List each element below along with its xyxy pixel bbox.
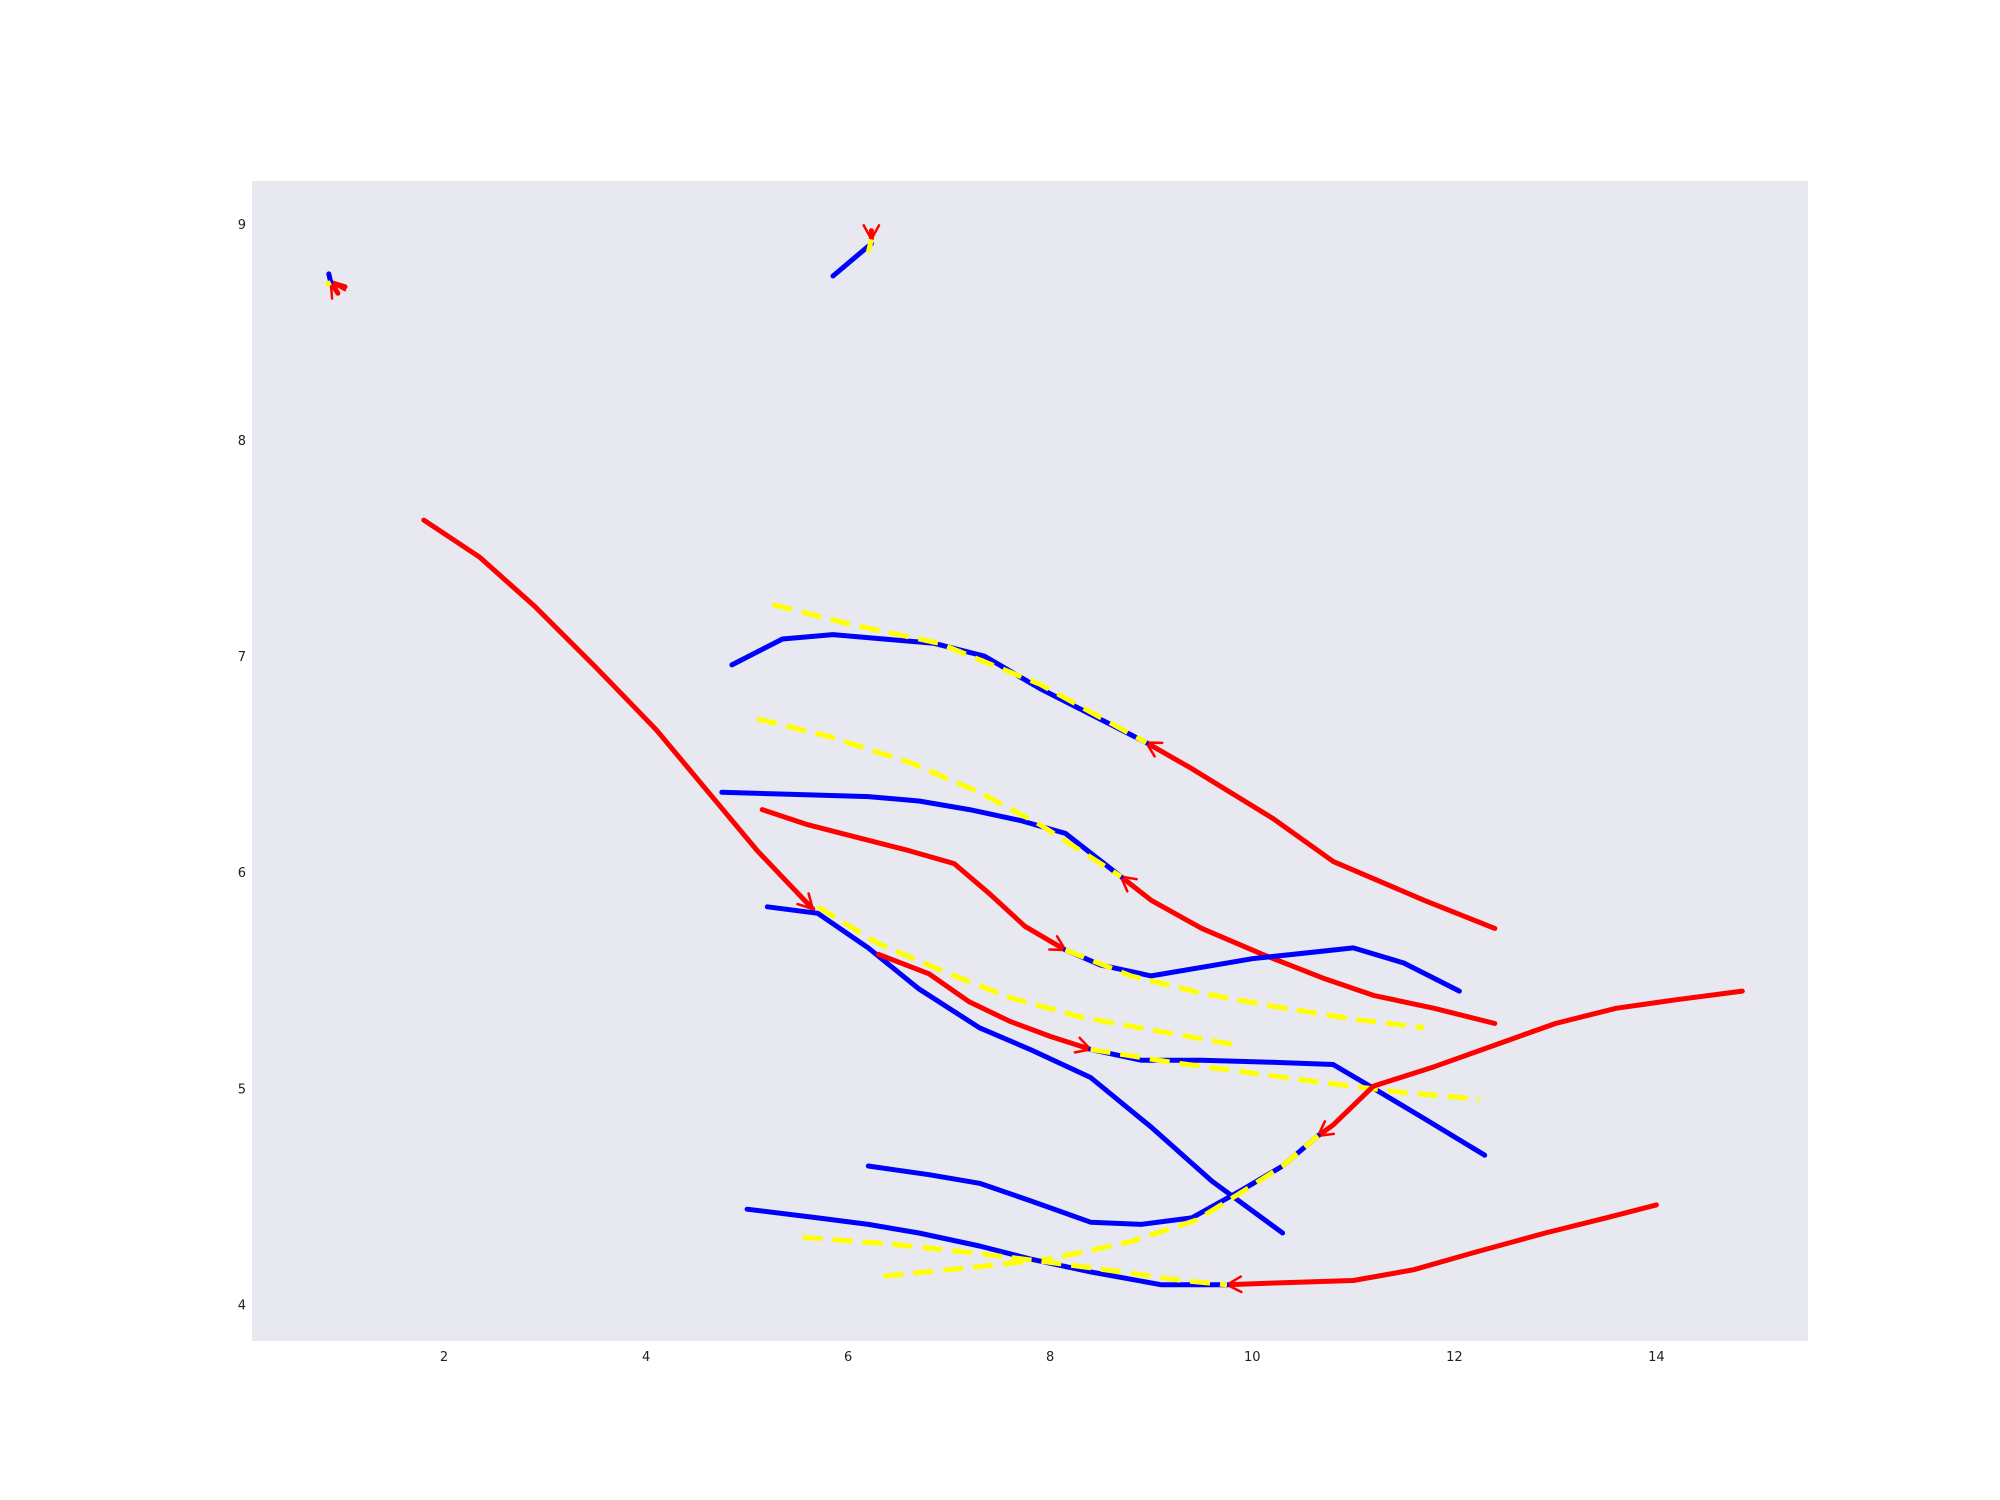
series-red-solid-line: [759, 807, 1068, 953]
arrowhead-red: [796, 892, 815, 911]
series-blue-solid-line: [744, 1206, 1230, 1288]
series-red-solid-line: [1143, 740, 1498, 931]
x-tick-label: 8: [1046, 1350, 1054, 1365]
y-tick-label: 6: [238, 866, 246, 881]
series-red-solid-line: [1224, 1202, 1659, 1288]
series-yellow-dashed-line: [883, 1133, 1320, 1279]
x-axis: 2 4 6 8 10 12 14: [440, 1350, 1665, 1365]
x-tick-label: 2: [440, 1350, 448, 1365]
series-yellow-dashed-line: [324, 280, 332, 287]
y-tick-label: 4: [238, 1298, 246, 1313]
series-yellow-dashed-line: [816, 904, 1238, 1048]
series-red-solid-line: [875, 951, 1094, 1052]
series-blue-solid-line: [326, 271, 334, 285]
x-tick-label: 14: [1648, 1350, 1665, 1365]
plot-area: [252, 181, 1808, 1341]
series-red-solid-line: [1315, 988, 1745, 1139]
series-yellow-dashed-line: [1090, 1046, 1480, 1102]
y-tick-label: 7: [238, 650, 246, 665]
x-tick-label: 10: [1244, 1350, 1261, 1365]
x-tick-label: 12: [1446, 1350, 1463, 1365]
series-yellow-dashed-line: [1064, 947, 1425, 1031]
y-tick-label: 8: [238, 434, 246, 449]
series-layer: [324, 224, 1745, 1294]
series-blue-solid-line: [830, 241, 874, 279]
series-red-solid-line: [1118, 874, 1498, 1026]
series-blue-solid-line: [764, 904, 1286, 1236]
series-red-solid-line: [421, 517, 816, 912]
series-blue-solid-line: [719, 789, 1124, 880]
x-tick-label: 4: [642, 1350, 650, 1365]
y-axis: 4 5 6 7 8 9: [238, 218, 246, 1313]
y-tick-label: 5: [238, 1082, 246, 1097]
x-tick-label: 6: [844, 1350, 852, 1365]
y-tick-label: 9: [238, 218, 246, 233]
series-yellow-dashed-line: [756, 716, 1123, 879]
series-yellow-dashed-line: [865, 238, 874, 253]
